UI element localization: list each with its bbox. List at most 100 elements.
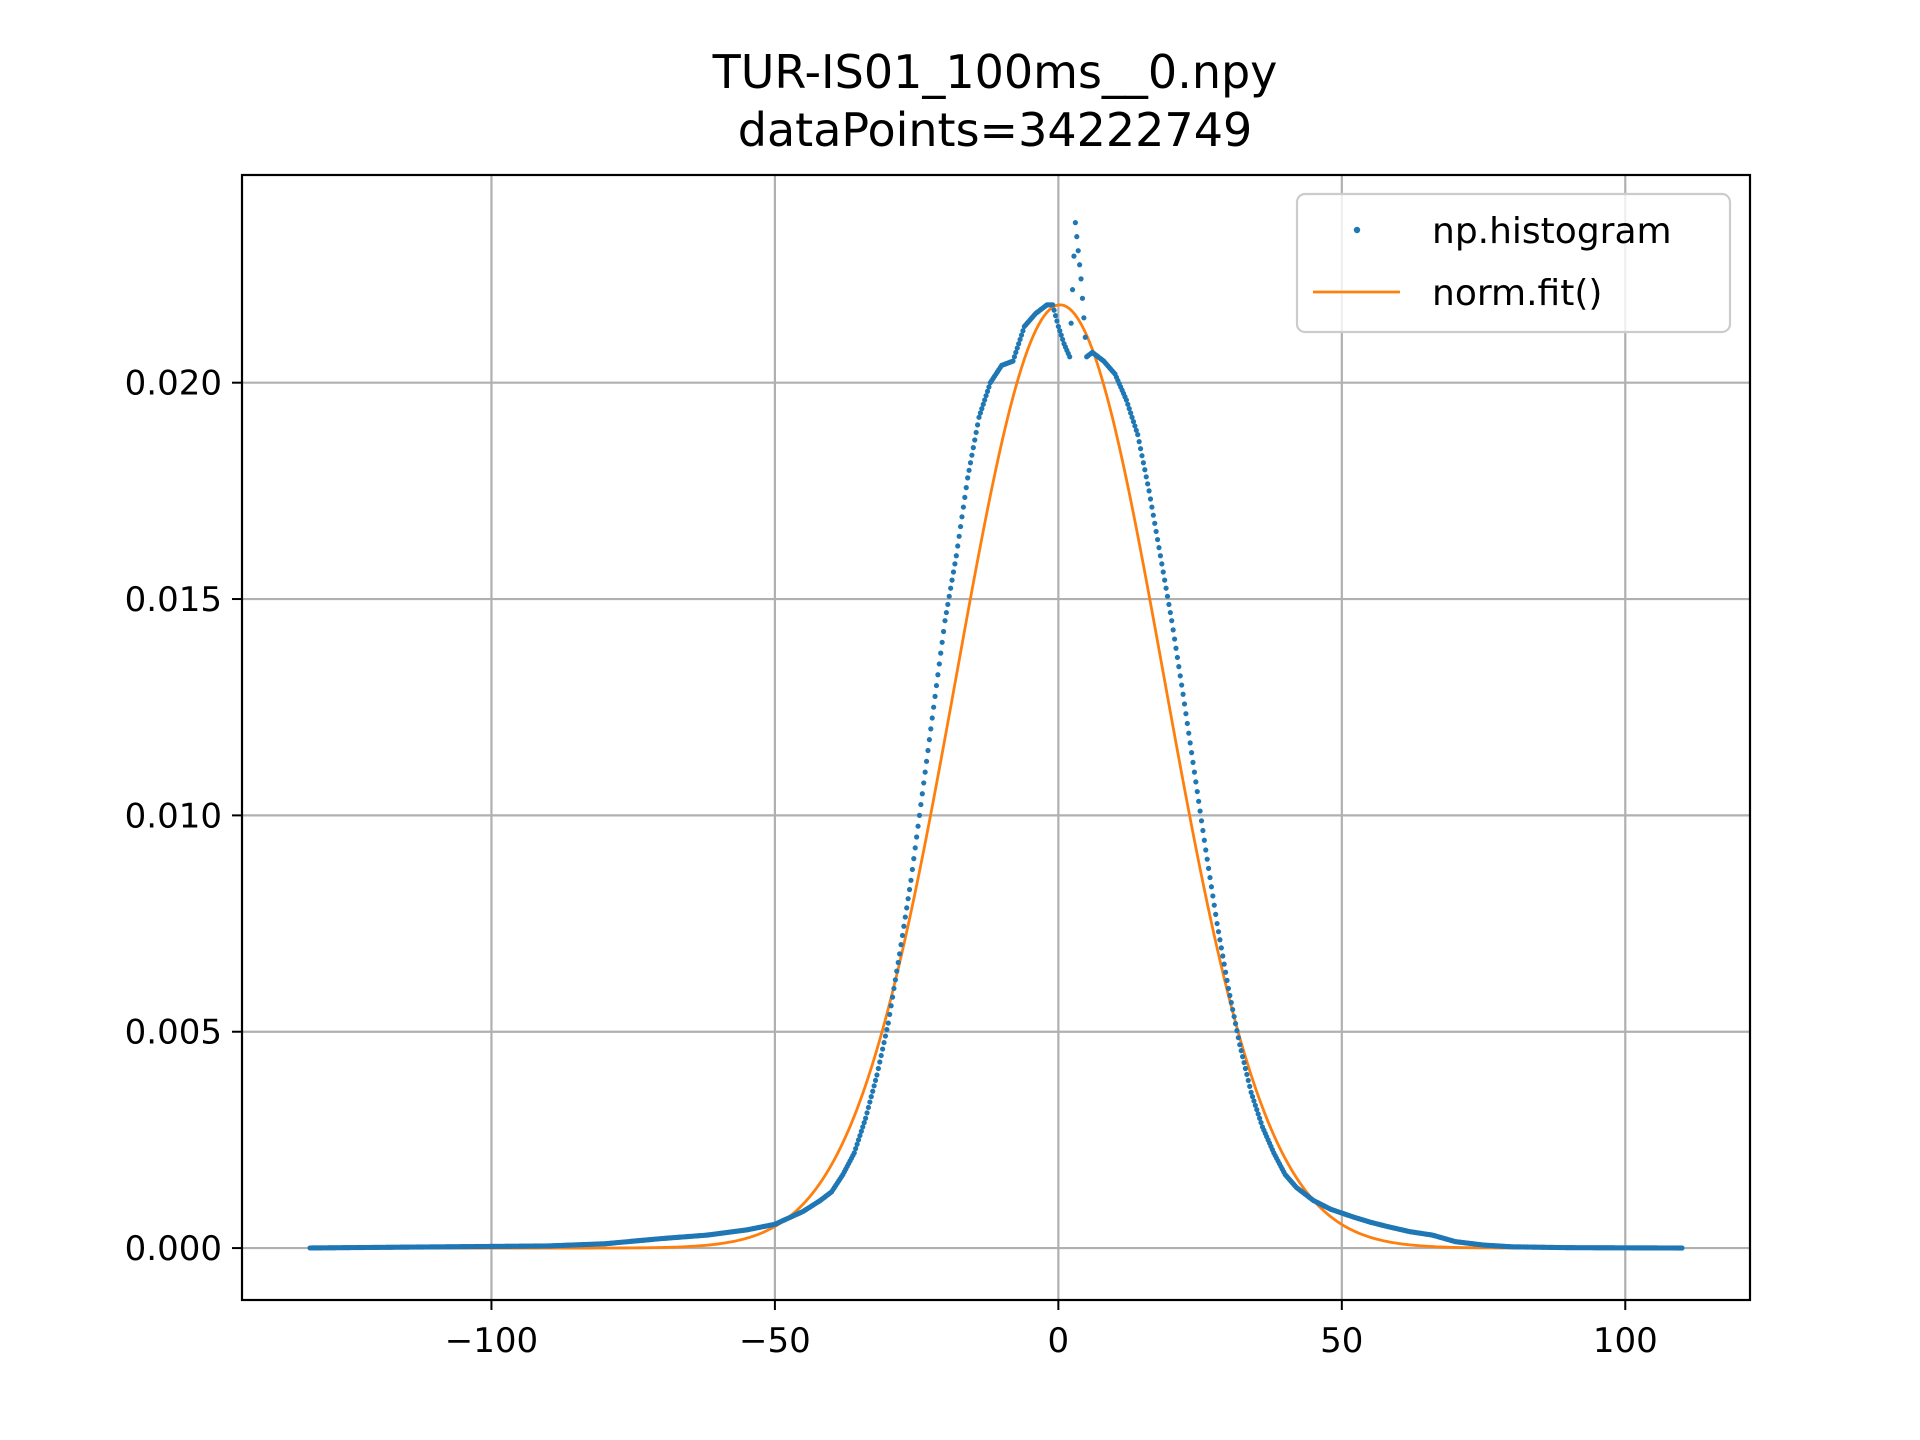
plot-frame xyxy=(240,173,1752,1302)
histogram-point xyxy=(982,397,988,403)
histogram-point xyxy=(894,968,900,974)
histogram-point xyxy=(1058,332,1064,338)
histogram-point xyxy=(897,951,903,957)
histogram-point xyxy=(1171,636,1178,642)
histogram-point xyxy=(1075,248,1081,254)
histogram-point xyxy=(1143,474,1149,480)
histogram-point xyxy=(915,823,921,829)
histogram-point xyxy=(906,886,913,893)
histogram-point xyxy=(1011,354,1018,360)
histogram-point xyxy=(1234,1028,1240,1034)
histogram-point xyxy=(921,780,927,786)
legend-histogram-label: np.histogram xyxy=(1432,211,1672,252)
histogram-point xyxy=(853,1145,859,1152)
histogram-point xyxy=(911,856,917,862)
histogram-point xyxy=(1074,234,1080,240)
histogram-point xyxy=(1057,328,1063,334)
histogram-point xyxy=(1193,779,1199,785)
histogram-point xyxy=(863,1115,869,1121)
histogram-point xyxy=(1242,1065,1249,1072)
histogram-point xyxy=(1197,808,1203,814)
legend-box xyxy=(1295,192,1732,334)
histogram-point xyxy=(1050,302,1056,308)
histogram-point xyxy=(984,388,991,394)
histogram-point xyxy=(1081,315,1087,321)
histogram-point xyxy=(877,1059,883,1065)
histogram-point xyxy=(1157,553,1164,559)
histogram-point xyxy=(1154,536,1161,543)
histogram-point xyxy=(1251,1098,1257,1104)
histogram-point xyxy=(901,923,907,929)
histogram-point xyxy=(974,422,981,428)
histogram-point xyxy=(891,985,897,992)
histogram-point xyxy=(1068,320,1074,326)
histogram-point xyxy=(946,593,952,599)
histogram-point xyxy=(1160,569,1166,575)
histogram-point xyxy=(1069,287,1076,293)
histogram-point xyxy=(1014,345,1020,351)
histogram-point xyxy=(908,877,914,883)
histogram-point xyxy=(966,467,972,473)
x-axis-ticks: −100 −50 0 50 100 xyxy=(445,1300,1658,1361)
histogram-point xyxy=(983,393,989,399)
legend: np.histogram norm.fit() xyxy=(1295,192,1732,334)
histogram-point xyxy=(875,1065,881,1072)
histogram-point xyxy=(1210,893,1216,899)
histogram-point xyxy=(955,543,961,549)
histogram-point xyxy=(1016,341,1022,347)
histogram-point xyxy=(1142,467,1148,473)
histogram-point xyxy=(1201,837,1207,843)
histogram-point xyxy=(885,1020,891,1026)
histogram-point xyxy=(1244,1071,1250,1078)
histogram-point xyxy=(855,1137,862,1143)
histogram-point xyxy=(965,475,971,481)
histogram-point xyxy=(1167,609,1173,616)
histogram-point xyxy=(938,650,944,656)
histogram-point xyxy=(1052,313,1059,319)
histogram-point xyxy=(942,618,948,624)
histogram-point xyxy=(979,406,985,412)
histogram-point xyxy=(1248,1089,1254,1095)
histogram-point xyxy=(887,1011,893,1018)
histogram-point xyxy=(926,737,932,743)
histogram-point xyxy=(1191,769,1198,775)
histogram-point xyxy=(1020,328,1026,334)
histogram-point xyxy=(962,494,968,500)
histogram-point xyxy=(914,834,920,840)
histogram-point xyxy=(1188,750,1195,756)
histogram-point xyxy=(1208,884,1215,890)
histogram-point xyxy=(1232,1021,1239,1027)
histogram-point xyxy=(922,769,928,775)
histogram-point xyxy=(851,1150,857,1156)
histogram-point xyxy=(1018,332,1025,338)
histogram-point xyxy=(1153,528,1159,535)
histogram-point xyxy=(1174,654,1181,661)
histogram-point xyxy=(1150,512,1156,518)
histogram-point xyxy=(902,914,908,920)
histogram-point xyxy=(1130,419,1137,425)
histogram-point xyxy=(858,1128,864,1134)
histogram-point xyxy=(949,577,955,583)
histogram-point xyxy=(909,866,915,873)
histogram-point xyxy=(969,452,975,458)
histogram-point xyxy=(895,959,901,966)
histogram-point xyxy=(1196,798,1202,804)
histogram-point xyxy=(935,672,941,678)
x-tick-label: −50 xyxy=(739,1321,811,1361)
chart-title: TUR-IS01_100ms__0.npy xyxy=(712,45,1278,99)
histogram-point xyxy=(928,726,934,732)
histogram-point xyxy=(1079,295,1086,301)
histogram-point xyxy=(1228,999,1234,1006)
histogram-point xyxy=(1214,920,1220,927)
histogram-point xyxy=(977,410,984,416)
y-tick-label: 0.015 xyxy=(125,580,222,620)
histogram-point xyxy=(912,845,918,851)
histogram-point xyxy=(948,585,954,591)
legend-fit-label: norm.fit() xyxy=(1432,273,1602,314)
histogram-point xyxy=(1132,423,1138,429)
histogram-point xyxy=(929,715,935,721)
histogram-point xyxy=(1227,992,1233,999)
histogram-point xyxy=(892,977,898,983)
histogram-point xyxy=(870,1088,876,1094)
histogram-point xyxy=(1240,1054,1246,1060)
